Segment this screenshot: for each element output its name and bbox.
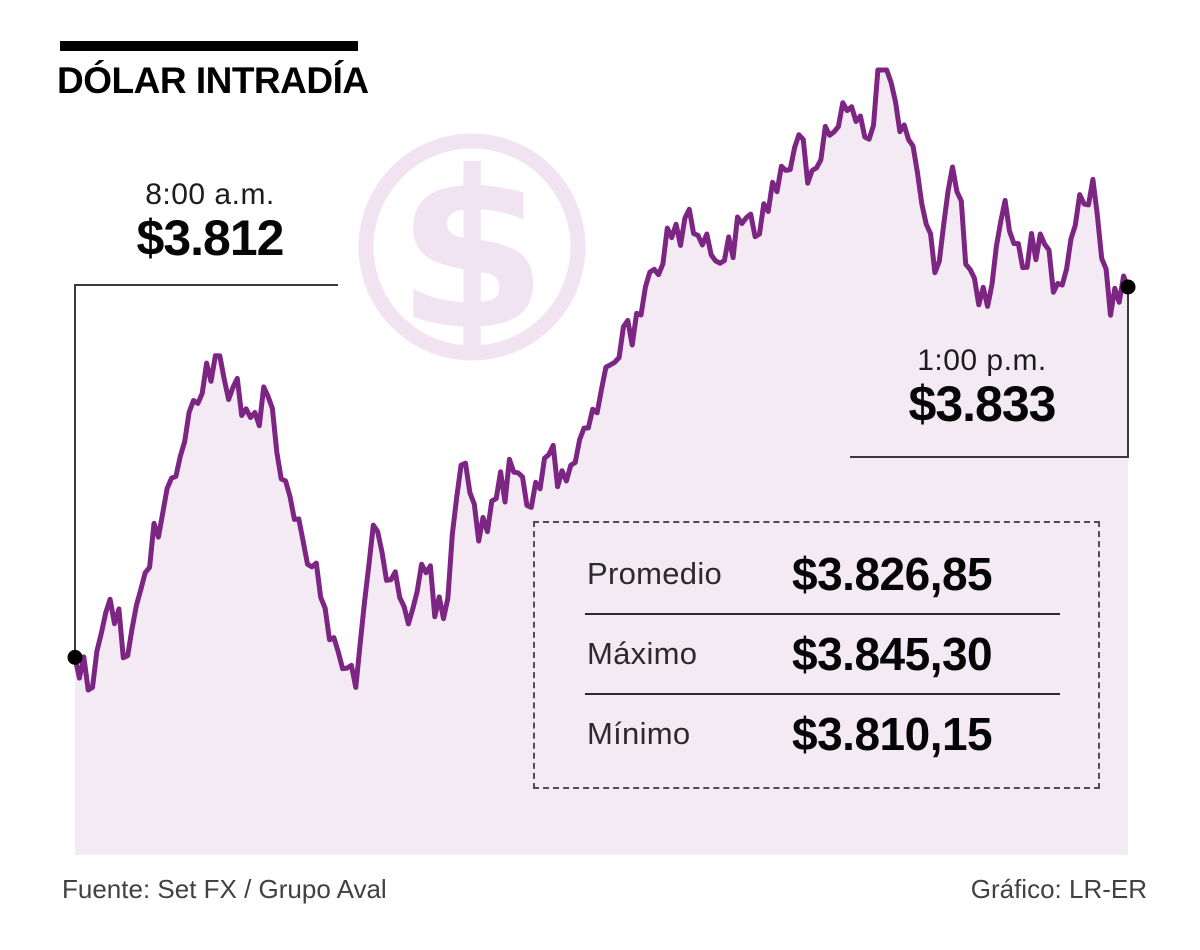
open-price-label: $3.812 — [136, 210, 285, 266]
title-accent-bar — [60, 41, 358, 51]
stat-label-minimo: Mínimo — [587, 716, 691, 751]
page-title: DÓLAR INTRADÍA — [57, 60, 369, 101]
stat-value-minimo: $3.810,15 — [792, 708, 993, 760]
dollar-watermark-icon: $ — [396, 126, 548, 379]
source-credit: Fuente: Set FX / Grupo Aval — [62, 874, 387, 904]
stats-divider — [585, 613, 1060, 615]
stat-label-promedio: Promedio — [587, 556, 723, 591]
stat-value-promedio: $3.826,85 — [792, 548, 993, 600]
stat-row-promedio: Promedio $3.826,85 — [535, 535, 1098, 613]
close-point-marker — [1120, 279, 1136, 295]
open-callout: 8:00 a.m. $3.812 — [70, 178, 350, 265]
close-price-label: $3.833 — [908, 376, 1057, 432]
graphic-credit: Gráfico: LR-ER — [970, 874, 1147, 904]
stats-box: Promedio $3.826,85 Máximo $3.845,30 Míni… — [533, 521, 1100, 789]
stat-row-minimo: Mínimo $3.810,15 — [535, 695, 1098, 773]
close-callout: 1:00 p.m. $3.833 — [872, 344, 1092, 431]
stats-divider — [585, 693, 1060, 695]
price-line — [72, 67, 1131, 693]
open-callout-line — [74, 284, 338, 658]
dollar-watermark-circle-icon — [358, 133, 586, 361]
open-time-label: 8:00 a.m. — [145, 178, 275, 211]
stat-row-maximo: Máximo $3.845,30 — [535, 615, 1098, 693]
stat-value-maximo: $3.845,30 — [792, 628, 993, 680]
close-time-label: 1:00 p.m. — [917, 344, 1047, 377]
close-callout-line — [850, 287, 1129, 458]
open-point-marker — [67, 649, 83, 665]
stat-label-maximo: Máximo — [587, 636, 698, 671]
